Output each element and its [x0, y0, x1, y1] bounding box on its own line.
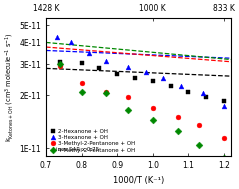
4-Methyl-2-Pentanone + OH: [151, 119, 154, 121]
3-Hexanone + OH: [223, 105, 225, 107]
2-Hexanone + OH: [116, 73, 119, 75]
3-Hexanone + OH: [162, 77, 165, 79]
3-Methyl-2-Pentanone + OH: [176, 116, 179, 119]
4-Methyl-2-Pentanone + OH: [198, 143, 201, 146]
2-Hexanone + OH: [80, 62, 83, 64]
Y-axis label: k$_{\rm Ketones+OH}$ (cm$^3$ molecule$^{-1}$ s$^{-1}$): k$_{\rm Ketones+OH}$ (cm$^3$ molecule$^{…: [4, 32, 16, 142]
4-Methyl-2-Pentanone + OH: [126, 109, 129, 111]
2-Hexanone + OH: [205, 96, 207, 98]
3-Hexanone + OH: [126, 66, 129, 68]
Text: Lines SAR x 0.75: Lines SAR x 0.75: [53, 147, 99, 152]
2-Hexanone + OH: [98, 67, 101, 69]
Line: 3-Hexanone + OH: 3-Hexanone + OH: [54, 34, 226, 108]
Line: 2-Hexanone + OH: 2-Hexanone + OH: [58, 59, 226, 104]
3-Hexanone + OH: [144, 71, 147, 74]
4-Methyl-2-Pentanone + OH: [59, 63, 62, 66]
X-axis label: 1000/T (K⁻¹): 1000/T (K⁻¹): [113, 176, 164, 185]
3-Hexanone + OH: [70, 41, 72, 43]
2-Hexanone + OH: [169, 85, 172, 88]
2-Hexanone + OH: [134, 77, 136, 79]
3-Methyl-2-Pentanone + OH: [126, 96, 129, 98]
2-Hexanone + OH: [59, 61, 62, 63]
2-Hexanone + OH: [151, 80, 154, 83]
4-Methyl-2-Pentanone + OH: [80, 91, 83, 93]
3-Hexanone + OH: [87, 51, 90, 54]
Line: 4-Methyl-2-Pentanone + OH: 4-Methyl-2-Pentanone + OH: [58, 62, 226, 161]
3-Hexanone + OH: [105, 60, 108, 62]
3-Methyl-2-Pentanone + OH: [80, 82, 83, 84]
4-Methyl-2-Pentanone + OH: [176, 130, 179, 132]
3-Hexanone + OH: [180, 85, 183, 88]
3-Methyl-2-Pentanone + OH: [151, 107, 154, 109]
4-Methyl-2-Pentanone + OH: [223, 157, 225, 159]
4-Methyl-2-Pentanone + OH: [105, 92, 108, 95]
2-Hexanone + OH: [187, 91, 190, 93]
3-Hexanone + OH: [55, 36, 58, 38]
Legend: 2-Hexanone + OH, 3-Hexanone + OH, 3-Methyl-2-Pentanone + OH, 4-Methyl-2-Pentanon: 2-Hexanone + OH, 3-Hexanone + OH, 3-Meth…: [49, 128, 136, 154]
2-Hexanone + OH: [223, 100, 225, 102]
3-Methyl-2-Pentanone + OH: [223, 136, 225, 139]
3-Methyl-2-Pentanone + OH: [59, 64, 62, 67]
Line: 3-Methyl-2-Pentanone + OH: 3-Methyl-2-Pentanone + OH: [58, 63, 226, 140]
3-Hexanone + OH: [201, 92, 204, 95]
3-Methyl-2-Pentanone + OH: [105, 91, 108, 93]
3-Methyl-2-Pentanone + OH: [198, 124, 201, 127]
